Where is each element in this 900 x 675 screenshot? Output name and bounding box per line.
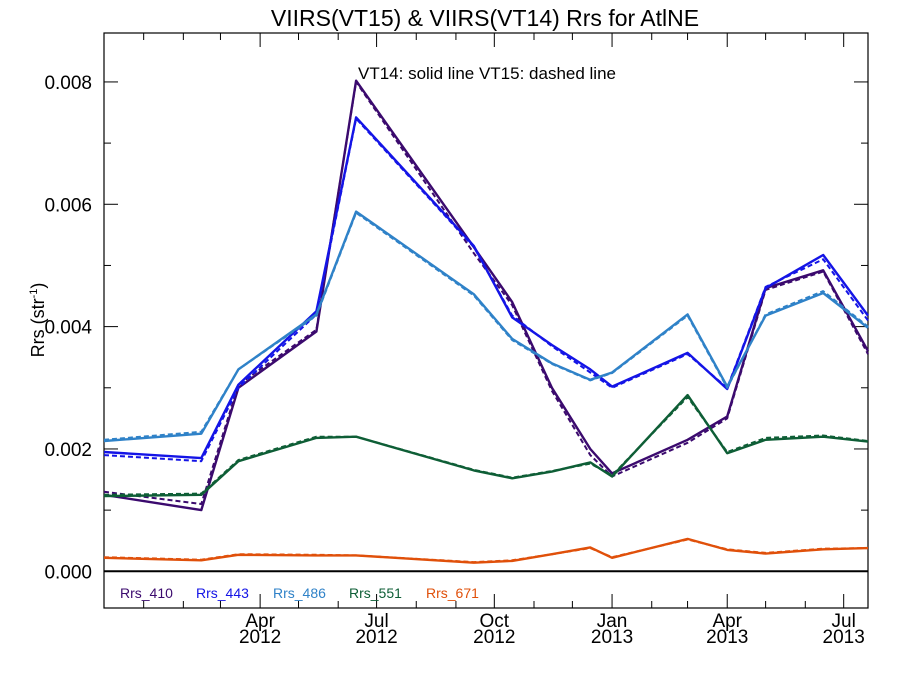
x-tick-label-month: Apr (712, 611, 742, 632)
x-tick-label-year: 2013 (591, 627, 633, 648)
legend-label-rrs-410: Rrs_410 (120, 585, 173, 601)
plot-area: 0.0000.0020.0040.0060.008Apr2012Jul2012O… (44, 32, 870, 648)
x-tick-label-month: Apr (245, 611, 275, 632)
y-axis-label-close: ) (28, 283, 48, 289)
legend-label-rrs-671: Rrs_671 (426, 585, 479, 601)
y-tick-label: 0.004 (44, 318, 92, 339)
series-line-vt14-rrs-443 (103, 116, 869, 460)
series-line-vt14-rrs-551 (103, 393, 869, 498)
x-tick-label-month: Jul (364, 611, 388, 632)
series-line-vt15-rrs-551 (103, 396, 869, 496)
line-style-note: VT14: solid line VT15: dashed line (358, 64, 616, 83)
x-tick-label-year: 2012 (355, 627, 397, 648)
x-tick-label-year: 2013 (823, 627, 865, 648)
series-line-vt14-rrs-486 (103, 210, 869, 443)
y-tick-label: 0.008 (44, 73, 92, 94)
x-tick-label-year: 2012 (239, 627, 281, 648)
x-tick-label-month: Oct (480, 611, 510, 632)
x-tick-label-month: Jul (832, 611, 856, 632)
series-line-vt14-rrs-410 (103, 79, 870, 512)
x-tick-label-month: Jan (597, 611, 628, 632)
y-tick-label: 0.006 (44, 195, 92, 216)
y-tick-label: 0.000 (44, 562, 92, 583)
legend-label-rrs-443: Rrs_443 (196, 585, 249, 601)
series-line-vt14-rrs-671 (103, 537, 869, 564)
legend-label-rrs-551: Rrs_551 (349, 585, 402, 601)
y-axis-label-superscript: -1 (28, 289, 40, 299)
x-tick-label-year: 2013 (706, 627, 748, 648)
y-tick-label: 0.002 (44, 440, 92, 461)
y-axis-label: Rrs (str-1) (28, 283, 48, 358)
legend-label-rrs-486: Rrs_486 (273, 585, 326, 601)
y-axis-label-main: Rrs (str (28, 298, 48, 357)
chart-title: VIIRS(VT15) & VIIRS(VT14) Rrs for AtlNE (271, 5, 699, 31)
plot-frame (103, 32, 869, 609)
x-tick-label-year: 2012 (473, 627, 515, 648)
